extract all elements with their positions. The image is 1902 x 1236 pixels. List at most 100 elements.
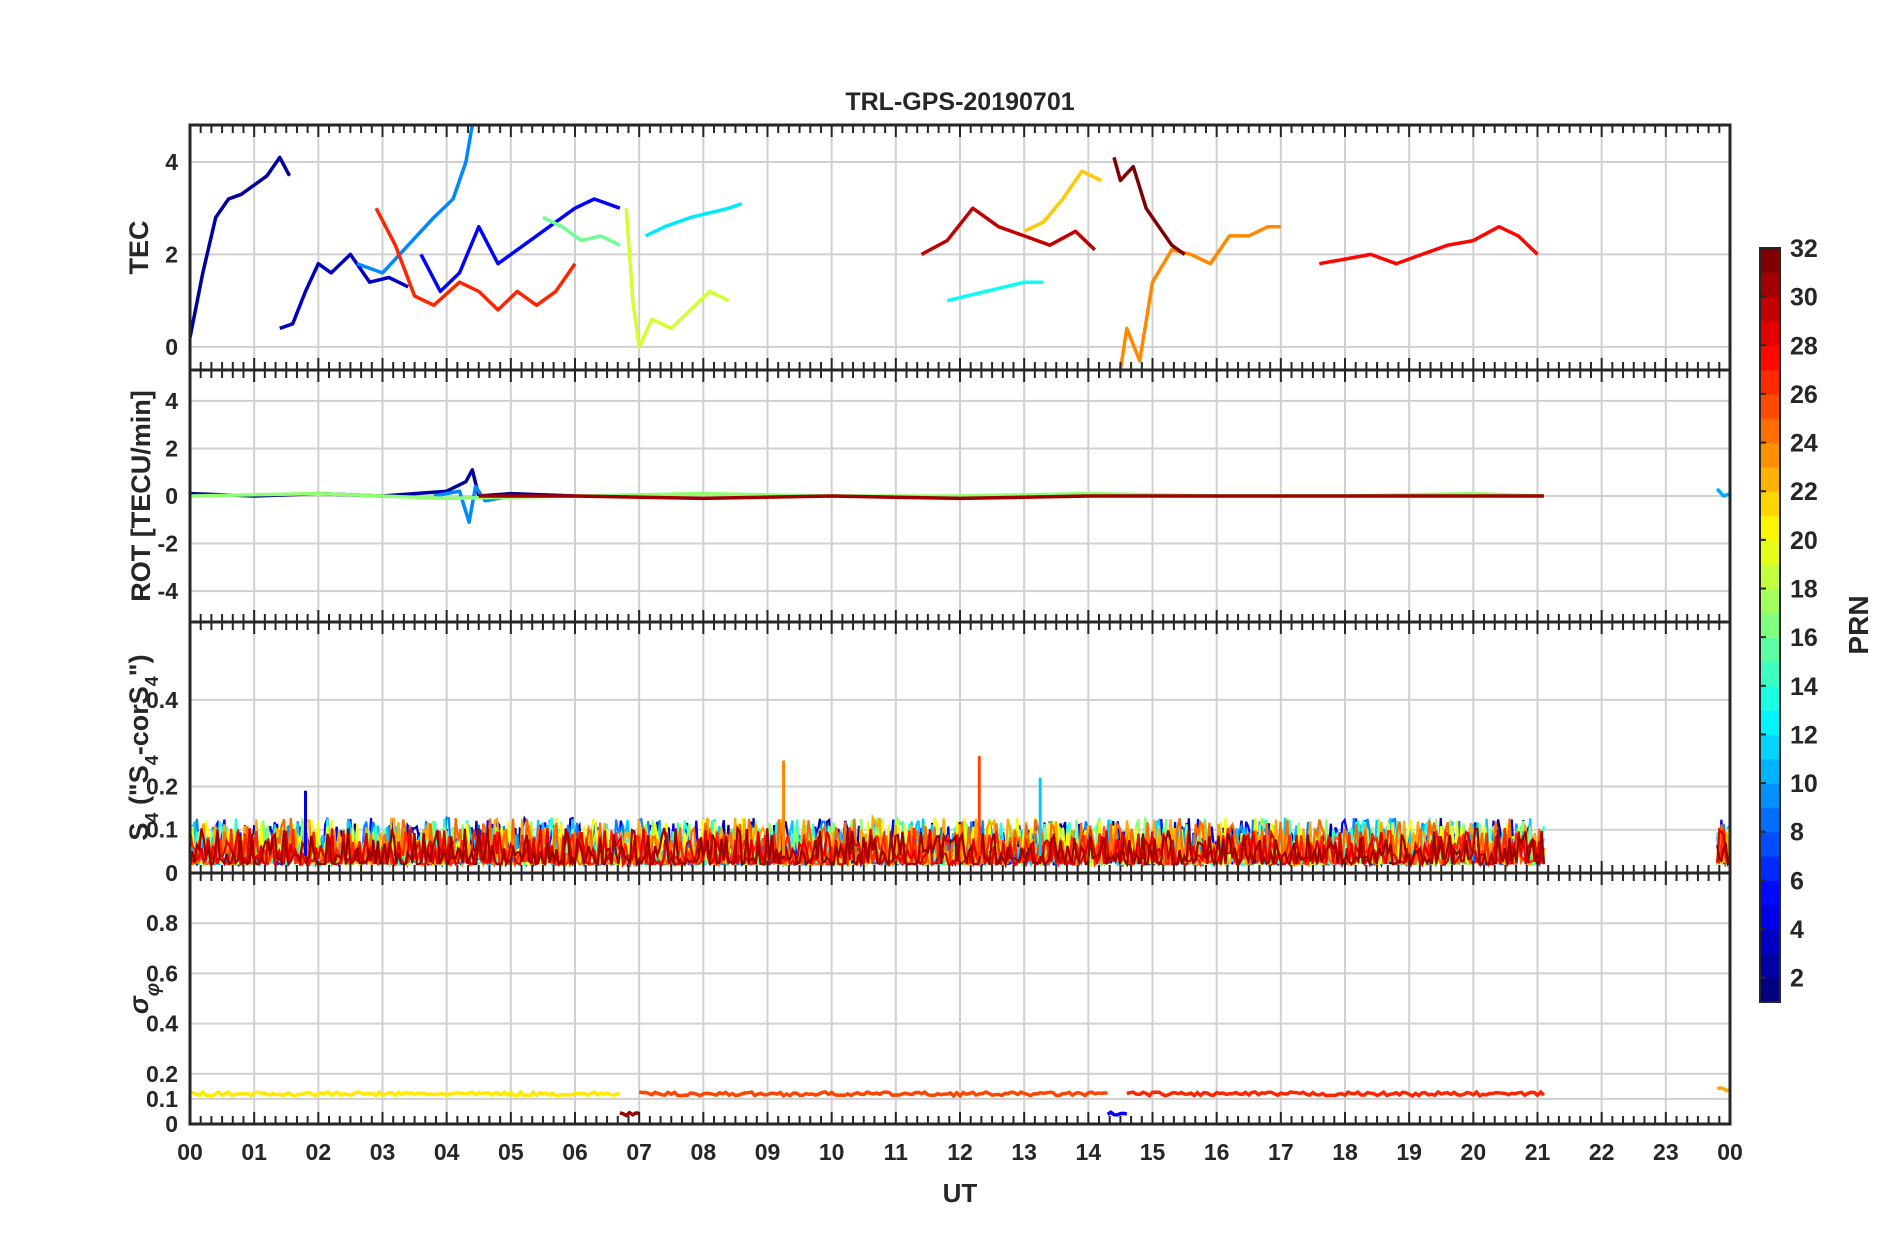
series-group-rot <box>190 468 1730 524</box>
y-tick-label-s4: 0.4 <box>146 687 178 713</box>
series-prn-3 <box>279 252 409 331</box>
colorbar-bin <box>1760 296 1780 322</box>
x-tick-label: 18 <box>1332 1139 1358 1165</box>
y-tick-label-s4: 0.2 <box>146 773 178 799</box>
colorbar-bin <box>1760 685 1780 711</box>
x-tick-label: 12 <box>947 1139 973 1165</box>
y-tick-label-rot: 4 <box>165 388 178 414</box>
y-axis-label-rot: ROT [TECU/min] <box>126 390 156 601</box>
colorbar-bin <box>1760 466 1780 492</box>
colorbar-bin <box>1760 564 1780 590</box>
y-tick-label-rot: -2 <box>158 531 178 557</box>
colorbar-bin <box>1760 320 1780 346</box>
series-prn-31 <box>478 494 1544 501</box>
colorbar-bin <box>1760 880 1780 906</box>
colorbar-tick-label: 28 <box>1790 332 1818 360</box>
x-tick-label: 00 <box>1717 1139 1743 1165</box>
colorbar-tick-label: 22 <box>1790 478 1818 506</box>
colorbar-bin <box>1760 539 1780 565</box>
noise-prn-31 <box>190 825 1545 869</box>
x-axis: 00 01 02 03 04 05 06 07 08 09 10 11 12 13 14 15 16 17 18 19… <box>177 1139 1743 1165</box>
x-tick-label: 22 <box>1589 1139 1615 1165</box>
colorbar-bin <box>1760 929 1780 954</box>
panel-s4: 0 0.1 0.2 0.4S4 ("S4-corS4") <box>124 620 1732 886</box>
y-tick-label-sigma: 0.6 <box>146 960 178 986</box>
x-tick-label: 04 <box>434 1139 460 1165</box>
colorbar-tick-label: 8 <box>1790 819 1804 847</box>
colorbar-frame <box>1759 247 1781 1003</box>
x-tick-label: 21 <box>1525 1139 1551 1165</box>
y-axis-label-s4: S4 ("S4-corS4") <box>124 654 162 840</box>
series-prn-10 <box>1715 487 1730 498</box>
y-axis-label-tec: TEC <box>124 221 154 275</box>
colorbar-tick-label: 16 <box>1790 624 1818 652</box>
colorbar-tick-label: 26 <box>1790 381 1818 409</box>
series-group-s4 <box>190 756 1730 869</box>
segment-prn-27 <box>1126 1089 1546 1099</box>
y-tick-label-rot: 2 <box>165 435 178 461</box>
y-tick-label-tec: 4 <box>165 149 178 175</box>
colorbar-bin <box>1760 637 1780 663</box>
series-prn-24 <box>1118 224 1281 370</box>
x-tick-label: 06 <box>562 1139 588 1165</box>
colorbar-bin <box>1760 248 1780 273</box>
segment-prn-31 <box>619 1110 640 1118</box>
y-tick-label-tec: 2 <box>165 241 178 267</box>
x-tick-label: 19 <box>1396 1139 1422 1165</box>
series-prn-9 <box>356 125 475 275</box>
colorbar-bin <box>1760 515 1780 541</box>
series-prn-9 <box>433 484 512 524</box>
series-prn-22 <box>1023 169 1102 233</box>
x-tick-label: 23 <box>1653 1139 1679 1165</box>
colorbar-tick-label: 6 <box>1790 867 1804 895</box>
series-prn-12 <box>644 201 743 238</box>
x-tick-label: 17 <box>1268 1139 1294 1165</box>
y-tick-label-sigma: 0.2 <box>146 1061 178 1087</box>
noise-prn-31 <box>1716 842 1730 867</box>
series-prn-13 <box>946 280 1044 303</box>
colorbar-bin <box>1760 369 1780 395</box>
segment-prn-5 <box>1106 1110 1128 1117</box>
colorbar-tick-label: 32 <box>1790 235 1818 263</box>
series-prn-5 <box>419 197 621 294</box>
colorbar-bin <box>1760 661 1780 687</box>
x-tick-label: 05 <box>498 1139 524 1165</box>
colorbar-tick-label: 10 <box>1790 770 1818 798</box>
colorbar-tick-label: 12 <box>1790 721 1818 749</box>
x-tick-label: 13 <box>1011 1139 1037 1165</box>
colorbar-bin <box>1760 491 1780 517</box>
series-prn-16 <box>542 215 621 247</box>
x-tick-label: 20 <box>1461 1139 1487 1165</box>
colorbar-tick-label: 2 <box>1790 965 1804 993</box>
y-tick-label-rot: -4 <box>158 578 179 604</box>
colorbar-bin <box>1760 953 1780 979</box>
colorbar-bin <box>1760 612 1780 638</box>
colorbar-bin <box>1760 345 1780 371</box>
series-prn-2 <box>190 155 292 338</box>
colorbar-bin <box>1760 856 1780 881</box>
colorbar-bin <box>1760 977 1780 1003</box>
y-tick-label-sigma: 0 <box>165 1111 178 1137</box>
colorbar-tick-label: 4 <box>1790 916 1804 944</box>
colorbar-bin <box>1760 393 1780 419</box>
y-tick-label-sigma: 0.8 <box>146 910 178 936</box>
y-axis-label-sigma: σφ <box>124 983 164 1014</box>
y-tick-label-s4: 0 <box>165 860 178 886</box>
colorbar-bin <box>1760 904 1780 930</box>
colorbar-tick-label: 18 <box>1790 576 1818 604</box>
segment-prn-23 <box>1716 1086 1730 1093</box>
chart-title: TRL-GPS-20190701 <box>845 88 1074 116</box>
colorbar-bin <box>1760 418 1780 444</box>
series-group-tec <box>190 125 1539 370</box>
series-prn-27 <box>374 207 577 312</box>
colorbar-bin <box>1760 831 1780 857</box>
panel-sigma: 00.10.2 0.4 0.6 0.8 σφ <box>124 871 1732 1137</box>
segment-prn-26 <box>638 1090 1108 1099</box>
colorbar-bin <box>1760 272 1780 298</box>
x-axis-label: UT <box>943 1178 978 1208</box>
series-prn-19 <box>624 208 730 349</box>
colorbar-bin <box>1760 783 1780 809</box>
colorbar-bin <box>1760 442 1780 468</box>
x-tick-label: 15 <box>1140 1139 1166 1165</box>
